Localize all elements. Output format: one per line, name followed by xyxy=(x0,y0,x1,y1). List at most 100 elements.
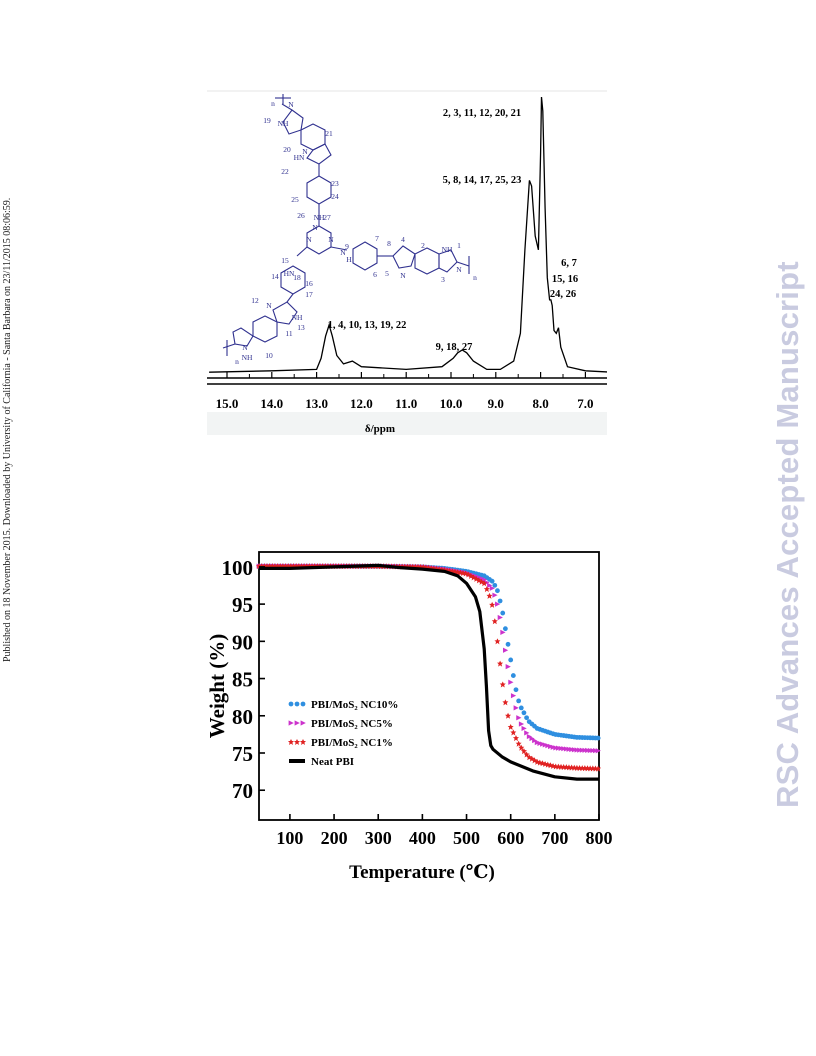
tga-data-point xyxy=(595,735,601,741)
structure-atom-label: 14 xyxy=(271,272,279,281)
tga-legend-swatch xyxy=(300,720,306,726)
tga-data-point xyxy=(487,582,493,588)
structure-atom-label: 9 xyxy=(345,242,349,251)
structure-atom-label: 13 xyxy=(297,323,305,332)
tga-legend-swatch xyxy=(294,720,300,726)
tga-data-point xyxy=(518,744,525,751)
nmr-peak-annotation: 2, 3, 11, 12, 20, 21 xyxy=(443,108,521,119)
structure-atom-label: 15 xyxy=(281,256,289,265)
tga-data-point xyxy=(513,687,519,693)
download-notice: Published on 18 November 2015. Downloade… xyxy=(2,197,13,662)
structure-atom-label: 19 xyxy=(263,116,271,125)
tga-data-point xyxy=(484,579,490,586)
tga-data-point xyxy=(550,744,556,750)
nmr-tick-label: 13.0 xyxy=(305,396,328,411)
tga-series xyxy=(259,563,599,781)
structure-atom-label: 21 xyxy=(325,129,333,138)
tga-x-tick-label: 600 xyxy=(497,828,524,848)
tga-data-point xyxy=(537,740,543,746)
structure-atom-label: N xyxy=(328,235,334,244)
nmr-tick-label: 15.0 xyxy=(216,396,239,411)
tga-data-point xyxy=(574,747,580,753)
tga-data-point xyxy=(585,747,591,753)
tga-data-point xyxy=(481,580,488,587)
structure-atom-label: NH xyxy=(242,353,253,362)
tga-x-tick-label: 200 xyxy=(321,828,348,848)
nmr-figure: n 19 NH N 21 20 N 22 HN 23 25 24 26 NH 27 N N N N H 9 15 HN 18 1… xyxy=(207,90,613,435)
structure-atom-label: n xyxy=(271,99,275,108)
tga-data-point xyxy=(513,705,519,711)
tga-data-point xyxy=(593,748,599,754)
tga-data-point xyxy=(566,746,572,752)
tga-x-tick-label: 500 xyxy=(453,828,480,848)
nmr-peak-annotation: 15, 16 xyxy=(552,274,578,285)
tga-data-point xyxy=(497,598,503,604)
nmr-peak-annotation: 9, 18, 27 xyxy=(436,342,473,353)
structure-atom-label: n xyxy=(473,273,477,282)
nmr-peak-annotation: 24, 26 xyxy=(550,289,576,300)
structure-atom-label: 18 xyxy=(293,273,301,282)
tga-data-point xyxy=(495,601,501,607)
structure-atom-label: HN xyxy=(284,269,295,278)
tga-legend-swatch xyxy=(288,720,294,726)
tga-legend-swatch xyxy=(300,739,306,745)
nmr-spectrum-line xyxy=(209,96,613,373)
tga-data-point xyxy=(505,712,512,719)
tga-data-point xyxy=(553,745,559,751)
structure-atom-label: n xyxy=(235,357,239,366)
tga-data-point xyxy=(523,751,530,758)
nmr-tick-label: 14.0 xyxy=(260,396,283,411)
structure-atom-label: 27 xyxy=(323,213,331,222)
tga-data-point xyxy=(526,733,533,740)
tga-x-tick-label: 800 xyxy=(586,828,613,848)
tga-data-point xyxy=(534,739,540,746)
tga-data-point xyxy=(548,743,554,750)
tga-y-tick-label: 85 xyxy=(232,668,253,692)
structure-atom-label: 24 xyxy=(331,192,339,201)
structure-atom-label: N xyxy=(306,235,312,244)
nmr-peak-annotations: 2, 3, 11, 12, 20, 21 5, 8, 14, 17, 25, 23… xyxy=(328,108,579,353)
tga-data-point xyxy=(529,735,535,742)
tga-y-tick-label: 70 xyxy=(232,779,253,803)
structure-atom-label: 1 xyxy=(457,241,461,250)
tga-data-point xyxy=(489,585,495,591)
tga-data-point xyxy=(502,647,509,653)
tga-x-tick-label: 100 xyxy=(276,828,303,848)
tga-data-point xyxy=(502,626,508,632)
structure-atom-label: HN xyxy=(294,153,305,162)
tga-legend-label: PBI/MoS₂ NC1% xyxy=(311,737,393,749)
tga-data-point xyxy=(505,664,511,670)
tga-data-point xyxy=(518,721,525,727)
tga-series xyxy=(256,563,601,741)
tga-data-point xyxy=(521,725,527,732)
structure-atom-label: NH xyxy=(314,213,325,222)
tga-data-point xyxy=(561,746,567,752)
structure-atom-label: N xyxy=(312,223,318,232)
tga-data-point xyxy=(492,592,498,598)
structure-atom-label: NH xyxy=(278,119,289,128)
structure-atom-label: H xyxy=(346,255,352,264)
tga-y-ticks: 70 75 80 85 90 95 100 xyxy=(222,556,265,803)
tga-data-point xyxy=(492,582,498,588)
structure-atom-label: 26 xyxy=(297,211,305,220)
tga-data-point xyxy=(499,681,506,688)
tga-data-point xyxy=(502,699,509,706)
structure-atom-label: 23 xyxy=(331,179,339,188)
structure-atom-label: N xyxy=(242,343,248,352)
structure-atom-label: 17 xyxy=(305,290,313,299)
tga-y-tick-label: 80 xyxy=(232,705,253,729)
tga-legend-swatch xyxy=(288,701,294,707)
tga-data-point xyxy=(497,660,504,667)
tga-x-tick-label: 700 xyxy=(541,828,568,848)
accepted-manuscript-watermark: RSC Advances Accepted Manuscript xyxy=(770,261,805,808)
structure-atom-label: 20 xyxy=(283,145,291,154)
tga-data-point xyxy=(540,741,546,747)
nmr-tick-label: 9.0 xyxy=(488,396,504,411)
tga-series-line xyxy=(259,563,599,781)
structure-atom-label: 4 xyxy=(401,235,405,244)
tga-data-point xyxy=(489,601,496,608)
structure-atom-label: 11 xyxy=(285,329,292,338)
tga-data-point xyxy=(497,614,503,621)
